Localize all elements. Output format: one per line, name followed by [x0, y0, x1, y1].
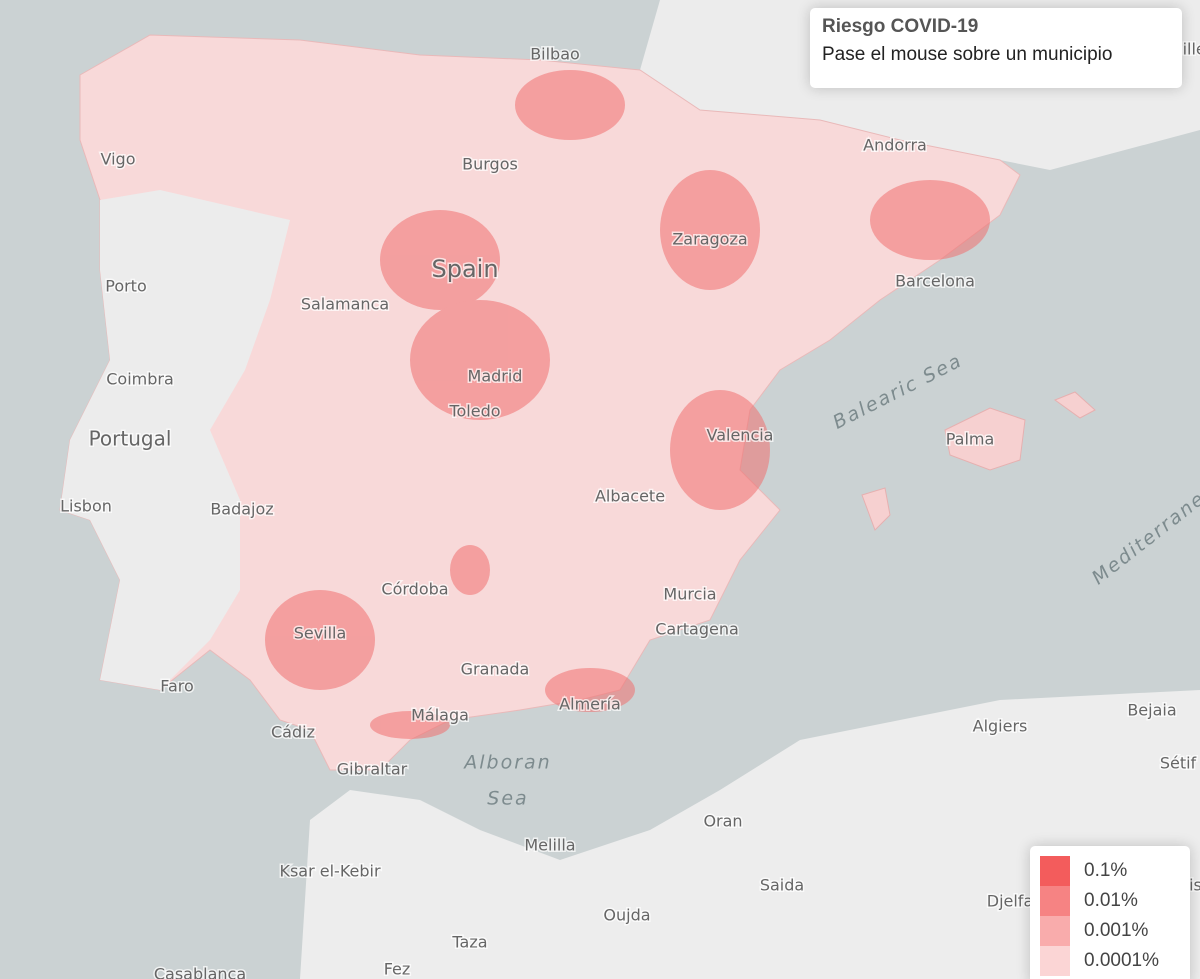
legend-swatch [1040, 886, 1070, 916]
place-label: Badajoz [210, 500, 273, 519]
place-label: Madrid [468, 367, 523, 386]
place-label: Almería [559, 695, 621, 714]
legend-label: 0.0001% [1084, 950, 1160, 971]
legend-swatch [1040, 946, 1070, 976]
place-label: Albacete [595, 487, 665, 506]
place-label: Saida [760, 876, 804, 895]
legend-item: 0.01% [1040, 886, 1180, 916]
portugal [60, 190, 290, 690]
place-label: Bilbao [530, 45, 580, 64]
legend-item: 0.0001% [1040, 946, 1180, 976]
place-label: Ksar el-Kebir [279, 862, 381, 881]
place-label: Lisbon [60, 497, 112, 516]
place-label: Sevilla [294, 624, 347, 643]
place-label: Cádiz [271, 723, 315, 742]
place-label: Salamanca [301, 295, 389, 314]
place-label: Toledo [448, 402, 500, 421]
place-label: Zaragoza [672, 230, 747, 249]
place-label: Spain [431, 255, 498, 283]
place-label: Gibraltar [337, 760, 408, 779]
info-hint: Pase el mouse sobre un municipio [822, 44, 1113, 65]
place-label: Valencia [707, 426, 774, 445]
legend-label: 0.001% [1084, 920, 1149, 941]
legend-label: 0.01% [1084, 890, 1138, 911]
place-label: Porto [105, 277, 147, 296]
place-label: Oran [703, 812, 742, 831]
legend: 0.1% 0.01% 0.001% 0.0001% [1030, 846, 1190, 979]
place-label: Fez [384, 960, 411, 979]
place-label: Granada [461, 660, 530, 679]
place-label: Portugal [89, 427, 172, 451]
balearic-islands [861, 391, 1096, 531]
info-box: Riesgo COVID-19 Pase el mouse sobre un m… [810, 8, 1182, 88]
africa [300, 690, 1200, 979]
place-label: Melilla [524, 836, 575, 855]
place-label: Sea [487, 788, 528, 810]
place-label: Taza [451, 933, 487, 952]
legend-item: 0.1% [1040, 856, 1180, 886]
place-label: Sétif [1160, 754, 1197, 773]
place-label: Bejaia [1127, 701, 1176, 720]
place-label: Málaga [411, 706, 469, 725]
place-label: Faro [160, 677, 194, 696]
place-label: Cartagena [655, 620, 739, 639]
place-label: Palma [946, 430, 995, 449]
hotspots [265, 70, 990, 739]
place-label: Burgos [462, 155, 518, 174]
place-label: Djelfa [987, 892, 1034, 911]
place-label: Oujda [603, 906, 650, 925]
place-label: Algiers [973, 717, 1028, 736]
place-label: Andorra [863, 136, 927, 155]
place-label: Córdoba [381, 580, 448, 599]
legend-label: 0.1% [1084, 860, 1128, 881]
place-label: Alboran [462, 752, 551, 774]
place-label: Murcia [663, 585, 716, 604]
legend-swatch [1040, 916, 1070, 946]
place-label: Barcelona [895, 272, 975, 291]
place-label: Casablanca [154, 965, 246, 979]
place-label: Vigo [101, 150, 136, 169]
info-title: Riesgo COVID-19 [822, 16, 979, 37]
legend-item: 0.001% [1040, 916, 1180, 946]
place-label: Coimbra [106, 370, 174, 389]
legend-swatch [1040, 856, 1070, 886]
